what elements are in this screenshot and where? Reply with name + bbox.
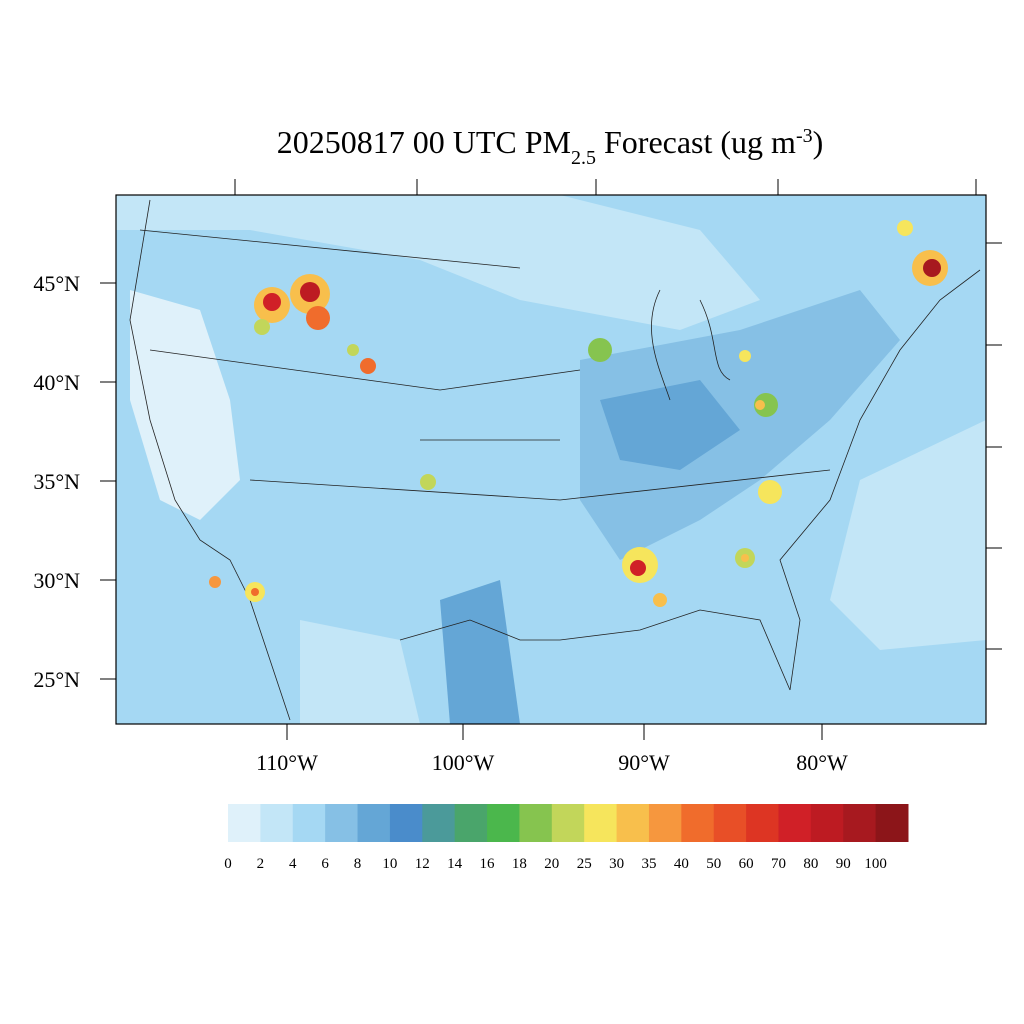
map-field	[116, 195, 986, 724]
colorbar-box	[454, 804, 488, 842]
field-region	[116, 195, 760, 330]
hotspot	[209, 576, 221, 588]
field-region	[130, 290, 240, 520]
hotspot	[653, 593, 667, 607]
colorbar-box	[648, 804, 682, 842]
colorbar-label: 0	[224, 856, 232, 872]
colorbar-box	[681, 804, 715, 842]
colorbar-label: 10	[382, 856, 397, 872]
colorbar-box	[584, 804, 618, 842]
coastline	[129, 199, 291, 721]
colorbar-label: 60	[739, 856, 754, 872]
lat-label: 30°N	[33, 568, 80, 593]
colorbar-label: 20	[544, 856, 559, 872]
hotspot	[420, 474, 436, 490]
colorbar-box	[422, 804, 456, 842]
colorbar-label: 35	[641, 856, 656, 872]
title: 20250817 00 UTC PM2.5 Forecast (ug m-3)	[277, 124, 824, 169]
hotspot	[306, 306, 330, 330]
field-region	[580, 290, 900, 560]
colorbar-box	[810, 804, 844, 842]
colorbar-box	[357, 804, 391, 842]
colorbar-label: 70	[771, 856, 786, 872]
hotspot	[254, 319, 270, 335]
hotspot	[923, 259, 941, 277]
hotspot	[758, 480, 782, 504]
colorbar-box	[487, 804, 520, 842]
coastline	[779, 269, 981, 691]
title-text: 20250817 00 UTC PM	[277, 124, 571, 160]
colorbar-box	[616, 804, 650, 842]
colorbar-label: 40	[674, 856, 689, 872]
colorbar-label: 14	[447, 856, 463, 872]
colorbar-label: 100	[864, 856, 887, 872]
field-region	[440, 580, 520, 724]
hotspot	[360, 358, 376, 374]
colorbar-label: 6	[321, 856, 329, 872]
colorbar-label: 50	[706, 856, 721, 872]
hotspot	[588, 338, 612, 362]
great-lakes	[651, 289, 731, 401]
colorbar-label: 80	[803, 856, 818, 872]
hotspot	[897, 220, 913, 236]
colorbar-label: 4	[289, 856, 297, 872]
colorbar-box	[746, 804, 779, 842]
map-frame	[115, 194, 987, 725]
hotspot	[741, 554, 749, 562]
colorbar-box	[875, 804, 909, 842]
title-text: Forecast (ug m	[596, 124, 796, 160]
field-region	[830, 420, 986, 650]
title-subscript: 2.5	[571, 147, 596, 169]
coastline	[399, 609, 791, 691]
colorbar-label: 8	[354, 856, 362, 872]
state-border	[139, 229, 831, 501]
colorbar-box	[292, 804, 326, 842]
lat-label: 35°N	[33, 469, 80, 494]
colorbar-label: 25	[577, 856, 592, 872]
lat-label: 25°N	[33, 667, 80, 692]
lon-label: 110°W	[256, 750, 318, 775]
hotspot	[347, 344, 359, 356]
colorbar-label: 12	[415, 856, 430, 872]
lat-label: 45°N	[33, 271, 80, 296]
lon-label: 90°W	[618, 750, 670, 775]
colorbar-box	[228, 804, 261, 842]
colorbar-label: 2	[257, 856, 265, 872]
colorbar-box	[260, 804, 294, 842]
colorbar-box	[713, 804, 747, 842]
colorbar-box	[389, 804, 423, 842]
colorbar-box	[551, 804, 585, 842]
hotspot	[251, 588, 259, 596]
hotspot	[739, 350, 751, 362]
hotspot	[630, 560, 646, 576]
hotspot	[755, 400, 765, 410]
hotspot	[300, 282, 320, 302]
lon-label: 100°W	[432, 750, 495, 775]
colorbar-label: 18	[512, 856, 527, 872]
field-region	[300, 620, 420, 724]
colorbar-label: 30	[609, 856, 624, 872]
colorbar-label: 16	[480, 856, 496, 872]
lat-label: 40°N	[33, 370, 80, 395]
lon-label: 80°W	[796, 750, 848, 775]
colorbar-box	[325, 804, 359, 842]
hotspot	[263, 293, 281, 311]
hotspots	[209, 220, 948, 607]
title-text: )	[813, 124, 824, 160]
field-region	[600, 380, 740, 470]
colorbar-box	[519, 804, 553, 842]
hotspot	[754, 393, 778, 417]
colorbar-box	[843, 804, 877, 842]
title-superscript: -3	[796, 125, 813, 147]
colorbar-label: 90	[836, 856, 851, 872]
colorbar-box	[778, 804, 812, 842]
